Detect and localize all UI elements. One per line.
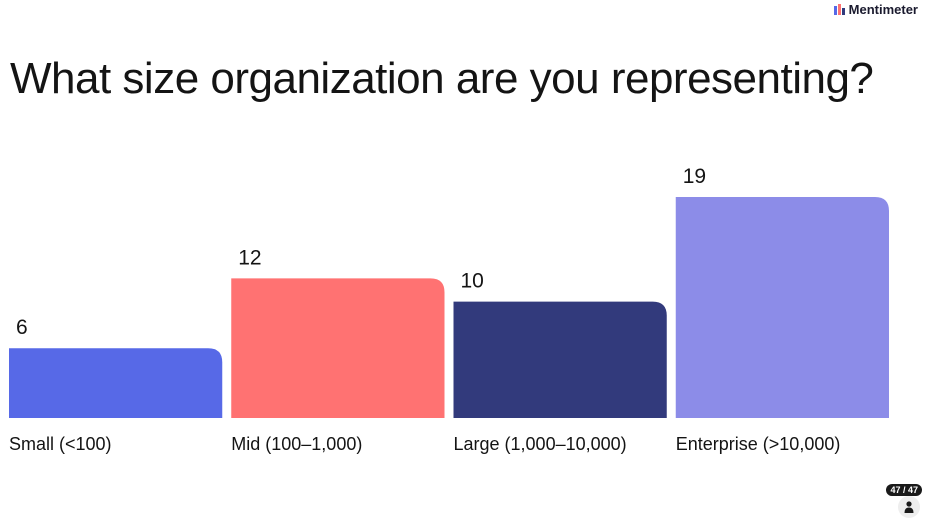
- brand: Mentimeter: [833, 2, 918, 17]
- bar-large-1-000-10-000: [453, 301, 667, 418]
- value-label: 12: [238, 246, 261, 269]
- bar-enterprise-10-000: [675, 197, 889, 418]
- question-title: What size organization are you represent…: [10, 54, 874, 103]
- brand-name: Mentimeter: [848, 2, 918, 17]
- bar-mid-100-1-000: [231, 278, 445, 418]
- response-counter: 47 / 47: [886, 484, 922, 496]
- value-label: 6: [16, 316, 28, 339]
- participant-button[interactable]: [898, 496, 920, 518]
- category-label: Enterprise (>10,000): [676, 434, 841, 454]
- category-label: Small (<100): [9, 434, 112, 454]
- category-label: Large (1,000–10,000): [454, 434, 627, 454]
- person-icon: [904, 501, 914, 513]
- value-label: 10: [461, 270, 484, 293]
- bar-small-100: [9, 348, 223, 418]
- category-label: Mid (100–1,000): [231, 434, 362, 454]
- value-label: 19: [683, 165, 706, 188]
- mentimeter-logo-icon: [833, 4, 845, 15]
